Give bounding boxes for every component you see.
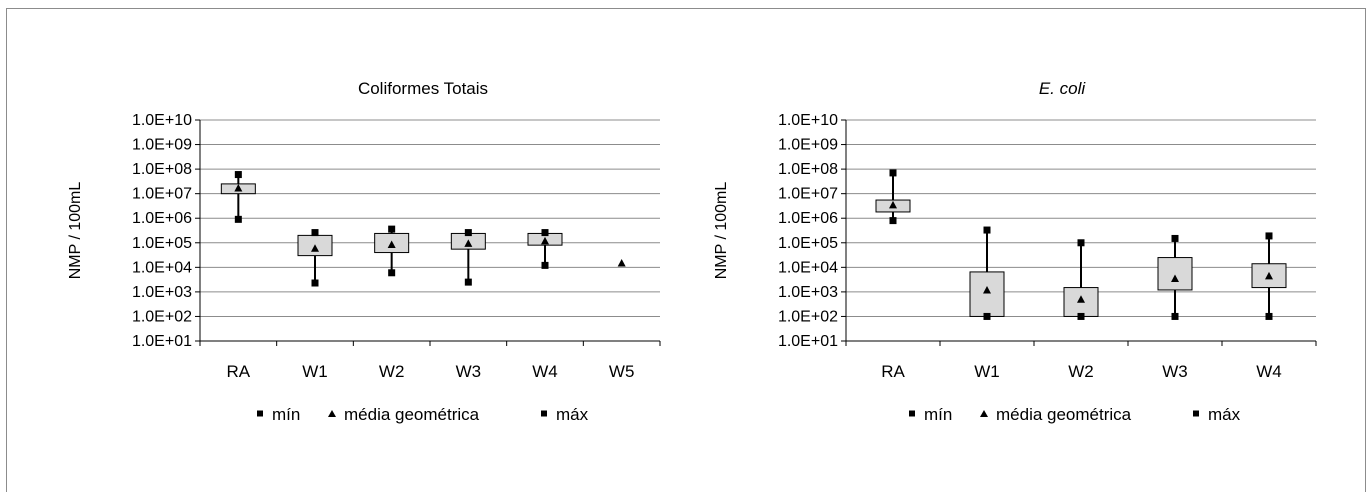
x-tick-label: W3: [1162, 362, 1188, 381]
min-marker: [311, 279, 319, 287]
box: [1157, 257, 1193, 291]
x-tick-label: W3: [456, 362, 482, 381]
legend-marker-square: [1193, 410, 1199, 417]
y-tick-label: 1.0E+03: [132, 284, 192, 301]
x-tick-label: RA: [227, 362, 251, 381]
y-tick-label: 1.0E+02: [778, 308, 838, 325]
min-marker: [234, 215, 242, 223]
x-tick-label: W1: [302, 362, 328, 381]
max-marker: [1171, 234, 1179, 242]
y-axis-label: NMP / 100mL: [713, 182, 730, 280]
y-tick-label: 1.0E+02: [132, 308, 192, 325]
legend-label: máx: [1208, 405, 1241, 424]
mean-marker: [464, 239, 473, 247]
min-marker: [1265, 312, 1273, 320]
min-marker: [541, 261, 549, 269]
mean-marker: [889, 200, 897, 209]
y-axis-label: NMP / 100mL: [67, 182, 84, 280]
min-marker: [464, 278, 472, 286]
x-tick-label: W4: [1256, 362, 1282, 381]
legend-marker-square: [541, 410, 547, 417]
mean-marker: [983, 285, 991, 294]
x-tick-label: W4: [532, 362, 558, 381]
min-marker: [388, 269, 396, 277]
x-tick-label: RA: [881, 362, 905, 381]
y-tick-label: 1.0E+06: [778, 210, 838, 227]
y-tick-label: 1.0E+08: [778, 161, 838, 178]
chart-1: 1.0E+01 1.0E+02 1.0E+03 1.0E+04 1.0E+05 1.0E+…: [67, 79, 661, 424]
mean-marker: [387, 240, 396, 249]
y-tick-label: 1.0E+10: [778, 112, 838, 129]
y-tick-label: 1.0E+09: [132, 137, 192, 154]
max-marker: [1265, 232, 1273, 240]
chart-title: E. coli: [1039, 79, 1087, 98]
chart-frame: [6, 8, 1366, 492]
max-marker: [234, 171, 242, 179]
y-tick-label: 1.0E+07: [778, 186, 838, 203]
x-tick-label: W2: [379, 362, 405, 381]
legend: mín média geométrica máx: [909, 405, 1241, 424]
mean-marker: [617, 259, 626, 267]
y-tick-label: 1.0E+01: [778, 333, 838, 350]
max-marker: [388, 225, 396, 233]
y-tick-label: 1.0E+05: [132, 235, 192, 252]
max-marker: [1077, 239, 1085, 247]
y-tick-label: 1.0E+07: [132, 186, 192, 203]
max-marker: [464, 229, 472, 237]
y-tick-label: 1.0E+06: [132, 210, 192, 227]
legend-marker-triangle: [980, 410, 988, 417]
legend-marker-square: [909, 410, 915, 417]
legend-marker-triangle: [328, 410, 336, 417]
mean-marker: [541, 236, 549, 245]
mean-marker: [1265, 271, 1273, 280]
min-marker: [889, 217, 897, 225]
min-marker: [983, 312, 991, 320]
max-marker: [983, 226, 991, 234]
y-tick-label: 1.0E+10: [132, 112, 192, 129]
legend-label: máx: [556, 405, 589, 424]
mean-marker: [311, 244, 319, 252]
mean-marker: [234, 184, 243, 192]
legend-label: mín: [924, 405, 952, 424]
y-tick-label: 1.0E+05: [778, 235, 838, 252]
max-marker: [889, 169, 897, 177]
chart-2: 1.0E+01 1.0E+02 1.0E+03 1.0E+04 1.0E+05 1.0E+…: [713, 79, 1317, 424]
mean-marker: [1077, 295, 1085, 303]
min-marker: [1077, 312, 1085, 320]
legend-label: média geométrica: [996, 405, 1132, 424]
x-tick-label: W2: [1068, 362, 1094, 381]
legend-label: média geométrica: [344, 405, 480, 424]
legend-marker-square: [257, 410, 263, 417]
y-tick-label: 1.0E+03: [778, 284, 838, 301]
y-tick-label: 1.0E+01: [132, 333, 192, 350]
x-tick-label: W1: [974, 362, 1000, 381]
y-tick-label: 1.0E+04: [778, 259, 838, 276]
box: [969, 271, 1005, 317]
y-tick-label: 1.0E+08: [132, 161, 192, 178]
min-marker: [1171, 312, 1179, 320]
y-tick-label: 1.0E+09: [778, 137, 838, 154]
legend-label: mín: [272, 405, 300, 424]
y-tick-label: 1.0E+04: [132, 259, 192, 276]
legend: mín média geométrica máx: [257, 405, 589, 424]
mean-marker: [1171, 274, 1179, 283]
max-marker: [541, 229, 549, 237]
x-tick-label: W5: [609, 362, 635, 381]
max-marker: [311, 229, 319, 237]
chart-title: Coliformes Totais: [358, 79, 488, 98]
